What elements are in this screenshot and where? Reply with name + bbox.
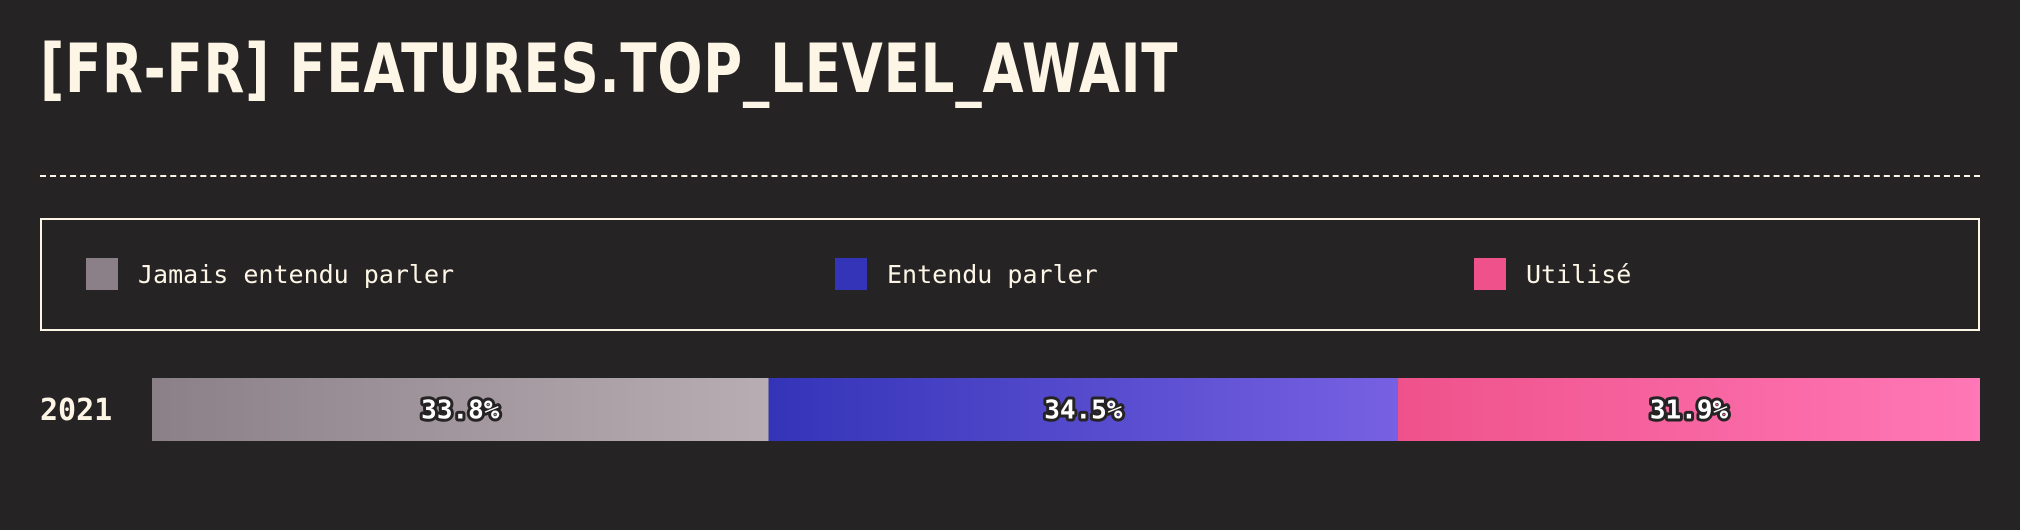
legend-item-never-heard[interactable]: Jamais entendu parler xyxy=(86,258,454,290)
bar-label-used: 31.9% xyxy=(1650,396,1729,426)
legend-swatch-heard xyxy=(835,258,867,290)
chart-title: [FR-FR] FEATURES.TOP_LEVEL_AWAIT xyxy=(40,30,1179,109)
legend-label-heard: Entendu parler xyxy=(887,259,1098,289)
bar-segment-heard[interactable] xyxy=(768,378,1399,441)
legend-item-heard[interactable]: Entendu parler xyxy=(835,258,1098,290)
title-divider xyxy=(40,175,1980,177)
legend-item-used[interactable]: Utilisé xyxy=(1474,258,1631,290)
chart-legend: Jamais entendu parler Entendu parler Uti… xyxy=(40,218,1980,331)
bar-label-never-heard: 33.8% xyxy=(421,396,500,426)
legend-swatch-used xyxy=(1474,258,1506,290)
bar-label-heard: 34.5% xyxy=(1044,396,1123,426)
legend-label-never-heard: Jamais entendu parler xyxy=(138,259,455,289)
legend-swatch-never-heard xyxy=(86,258,118,290)
legend-label-used: Utilisé xyxy=(1526,259,1632,289)
bar-segment-never-heard[interactable] xyxy=(152,378,769,441)
bar-segment-used[interactable] xyxy=(1398,378,1980,441)
row-label-2021: 2021 xyxy=(40,393,113,428)
